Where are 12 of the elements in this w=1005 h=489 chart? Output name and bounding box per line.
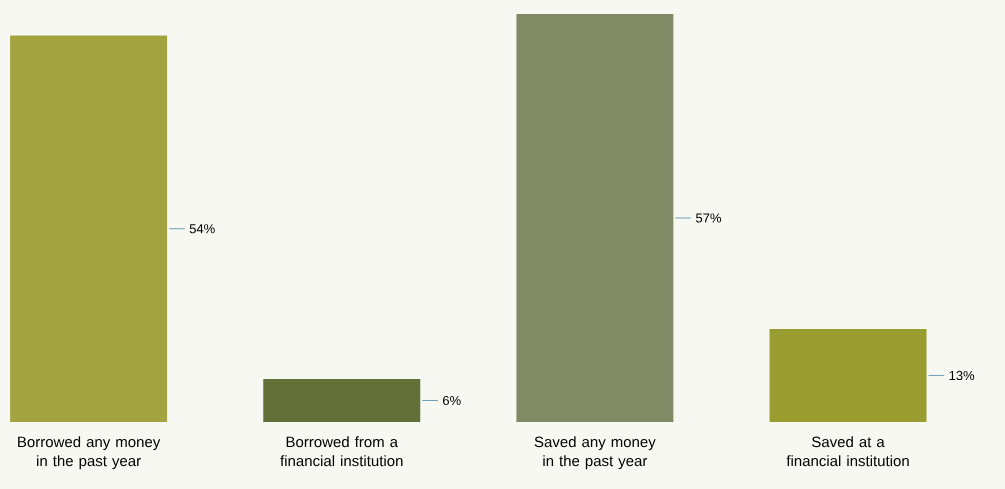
data-label: 6% — [443, 395, 461, 406]
bar — [769, 328, 927, 422]
x-tick-label: Saved any money in the past year — [534, 436, 656, 470]
bar — [263, 379, 421, 422]
data-label: 13% — [949, 370, 975, 381]
data-label: 54% — [189, 224, 215, 234]
x-tick-label: Saved at a financial institution — [786, 436, 909, 467]
x-tick-label: Borrowed from a financial institution — [280, 436, 403, 467]
data-label: 57% — [696, 213, 722, 223]
x-tick-label: Borrowed any money in the past year — [18, 436, 161, 470]
bar — [516, 14, 674, 422]
bar — [10, 35, 168, 422]
